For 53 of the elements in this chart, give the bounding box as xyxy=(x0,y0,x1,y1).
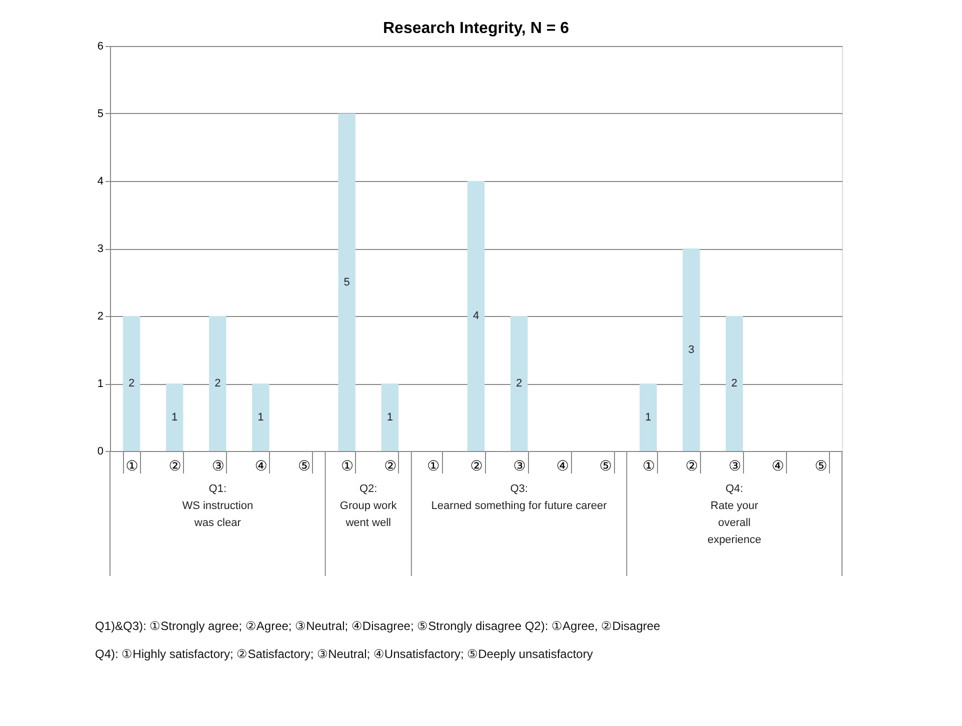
chart-title: Research Integrity, N = 6 xyxy=(383,20,570,37)
y-tick-label: 6 xyxy=(97,40,104,52)
bar xyxy=(640,384,657,451)
data-label: 2 xyxy=(516,378,522,390)
text: Q1: WS instruction was clear xyxy=(182,483,254,529)
x-tick-label: ③ xyxy=(212,458,224,474)
data-label: 4 xyxy=(472,310,480,322)
bar xyxy=(209,316,226,451)
bar xyxy=(122,316,140,451)
x-tick-label: ⑤ xyxy=(814,458,828,474)
bar xyxy=(381,384,398,451)
x-tick-label: ② xyxy=(168,458,182,474)
x-tick-label: ④ xyxy=(254,458,268,474)
data-label: 1 xyxy=(172,411,178,424)
bar xyxy=(726,316,743,451)
text: Q1)&Q3): ①Strongly agree; ②Agree; ③Neutral; ④Disagree; ⑤Strongly disagree Q2): ①Agree, ②Disagree xyxy=(95,619,661,633)
x-tick-label: ⑤ xyxy=(298,458,311,474)
text: Q3: Learned something for future career xyxy=(431,483,608,512)
y-tick-label: 4 xyxy=(97,176,104,188)
data-label: 1 xyxy=(386,411,393,424)
text: Q2: Group work went well xyxy=(340,483,398,529)
x-tick-label: ④ xyxy=(772,458,784,474)
data-label: 3 xyxy=(688,344,694,356)
text: Q4: Rate your overall experience xyxy=(707,483,762,546)
data-label: 5 xyxy=(344,276,350,288)
x-tick-label: ① xyxy=(126,458,138,474)
y-tick-label: 3 xyxy=(97,243,104,255)
bar xyxy=(338,114,356,451)
data-label: 2 xyxy=(128,378,135,390)
text: Q4): ①Highly satisfactory; ②Satisfactory; ③Neutral; ④Unsatisfactory; ⑤Deeply unsatisfactory xyxy=(95,647,593,661)
data-label: 1 xyxy=(645,411,652,424)
x-tick-label: ① xyxy=(642,458,656,474)
data-label: 2 xyxy=(731,378,738,390)
data-label: 2 xyxy=(214,378,221,390)
x-tick-label: ① xyxy=(427,458,440,474)
bar xyxy=(252,384,270,451)
x-tick-label: ③ xyxy=(728,458,742,474)
bar xyxy=(467,181,485,451)
bar xyxy=(510,316,528,451)
y-tick-label: 0 xyxy=(97,446,104,458)
x-tick-label: ② xyxy=(470,458,483,474)
bar xyxy=(682,248,700,451)
y-tick-label: 5 xyxy=(97,108,104,120)
data-label: 1 xyxy=(258,411,264,424)
x-tick-label: ③ xyxy=(513,458,526,474)
y-tick-label: 2 xyxy=(97,310,104,322)
x-tick-label: ② xyxy=(686,458,698,474)
y-tick-label: 1 xyxy=(97,378,104,390)
x-tick-label: ④ xyxy=(556,458,569,474)
x-tick-label: ① xyxy=(341,458,354,474)
bar xyxy=(166,384,184,451)
x-tick-label: ② xyxy=(384,458,397,474)
x-tick-label: ⑤ xyxy=(599,458,612,474)
